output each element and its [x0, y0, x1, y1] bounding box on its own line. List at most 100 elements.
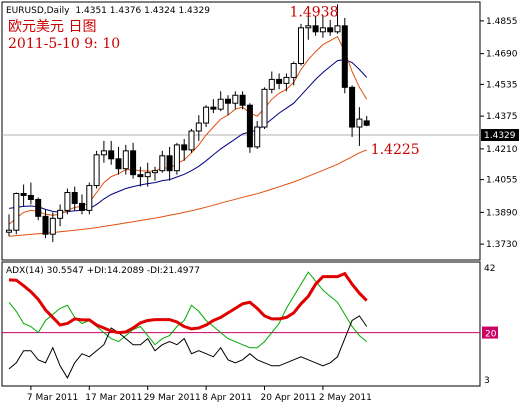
candle [261, 87, 268, 130]
adx-panel: ADX(14) 30.5547 +DI:14.2089 -DI:21.4977 … [1, 261, 498, 387]
candle [246, 103, 253, 153]
candle [298, 23, 304, 66]
candle [108, 140, 115, 165]
candle-body [181, 144, 188, 151]
candle-body [13, 193, 20, 231]
candle-body [115, 158, 122, 170]
candle [210, 99, 217, 114]
adx-panel-border [1, 261, 481, 387]
price-tick-label: 1.4055 [486, 176, 518, 186]
candle [341, 17, 348, 94]
candle [71, 186, 78, 211]
candle-body [225, 98, 231, 104]
candle-body [356, 118, 363, 128]
candle [35, 197, 42, 221]
candle-body [246, 104, 253, 148]
candle-body [232, 94, 239, 104]
candle [173, 142, 180, 175]
main-panel: EURUSD,Daily 1.4351 1.4376 1.4324 1.4329 … [1, 1, 519, 261]
candle-body [152, 170, 158, 174]
candle-body [20, 193, 27, 196]
candle [137, 166, 144, 187]
candle [312, 15, 319, 36]
candle [327, 19, 334, 36]
candle-body [298, 27, 304, 65]
candle [27, 182, 34, 205]
annotation-high: 1.4938 [290, 4, 339, 20]
candle [239, 91, 246, 110]
candle-body [57, 209, 64, 219]
time-tick-label: 17 Mar 2011 [85, 393, 142, 403]
candle [57, 204, 64, 227]
candle-body [108, 150, 115, 160]
candle-body [312, 25, 319, 33]
adx-header: ADX(14) 30.5547 +DI:14.2089 -DI:21.4977 [6, 266, 200, 276]
price-header: EURUSD,Daily 1.4351 1.4376 1.4324 1.4329 [6, 6, 210, 16]
candle-body [195, 122, 202, 132]
ma-long-line [8, 149, 367, 237]
candle-body [319, 27, 326, 33]
candle [122, 144, 129, 175]
candle-body [6, 229, 12, 233]
candle-body [188, 130, 195, 151]
time-axis: 7 Mar 2011 17 Mar 2011 29 Mar 2011 8 Apr 20… [27, 386, 372, 403]
candle [166, 146, 173, 181]
candle [20, 184, 27, 207]
candle [225, 95, 231, 116]
candle-body [173, 144, 180, 172]
candle-body [349, 86, 356, 128]
candle [195, 115, 202, 141]
candle-body [100, 150, 107, 156]
candle-body [42, 215, 49, 235]
candle-body [210, 106, 217, 110]
main-panel-border [1, 1, 481, 261]
candle [276, 73, 283, 90]
price-tick-label: 1.4690 [486, 50, 518, 60]
candle [100, 140, 107, 163]
candle [159, 150, 166, 173]
adx-axis-top: 42 [484, 264, 495, 274]
candle [305, 15, 312, 40]
candle-body [363, 120, 370, 126]
candle [188, 129, 195, 153]
price-tick-label: 1.3890 [486, 208, 518, 218]
candle [363, 115, 370, 127]
last-price-label: 1.4329 [484, 131, 516, 141]
price-axis: 1.4855 1.4690 1.4535 1.4375 1.4210 1.4055 1.38… [480, 17, 518, 250]
time-tick-label: 8 Apr 2011 [202, 393, 252, 403]
chart-title-line-2: 2011-5-10 9: 10 [8, 36, 120, 52]
time-tick-label: 29 Mar 2011 [144, 393, 201, 403]
price-tick-label: 1.4375 [486, 112, 518, 122]
last-price-box [481, 129, 519, 141]
candle-body [71, 192, 78, 204]
candle-body [290, 63, 297, 78]
candle-body [27, 194, 34, 200]
candle-body [35, 198, 42, 217]
candle-body [137, 174, 144, 178]
candle-body [86, 185, 93, 211]
plus_di-line [8, 315, 368, 379]
chart-title-line-1: 欧元美元 日图 [8, 19, 96, 35]
adx-lines [8, 271, 368, 379]
candle-body [276, 78, 283, 84]
price-tick-label: 1.4210 [486, 145, 518, 155]
candle [93, 150, 100, 189]
candle [64, 188, 71, 215]
candle-body [254, 126, 261, 148]
candle [349, 85, 356, 137]
time-tick-label: 2 May 2011 [319, 393, 372, 403]
candle [181, 138, 188, 161]
candle-body [203, 106, 210, 124]
candle [232, 91, 239, 110]
candle-body [268, 78, 275, 90]
time-tick-label: 20 Apr 2011 [261, 393, 317, 403]
candle-body [166, 155, 173, 172]
candle-body [130, 150, 137, 176]
price-tick-label: 1.4535 [486, 80, 518, 90]
candle [203, 105, 210, 128]
candle [356, 107, 363, 146]
candle [130, 142, 137, 179]
candle-body [327, 27, 334, 33]
candle [86, 182, 93, 215]
